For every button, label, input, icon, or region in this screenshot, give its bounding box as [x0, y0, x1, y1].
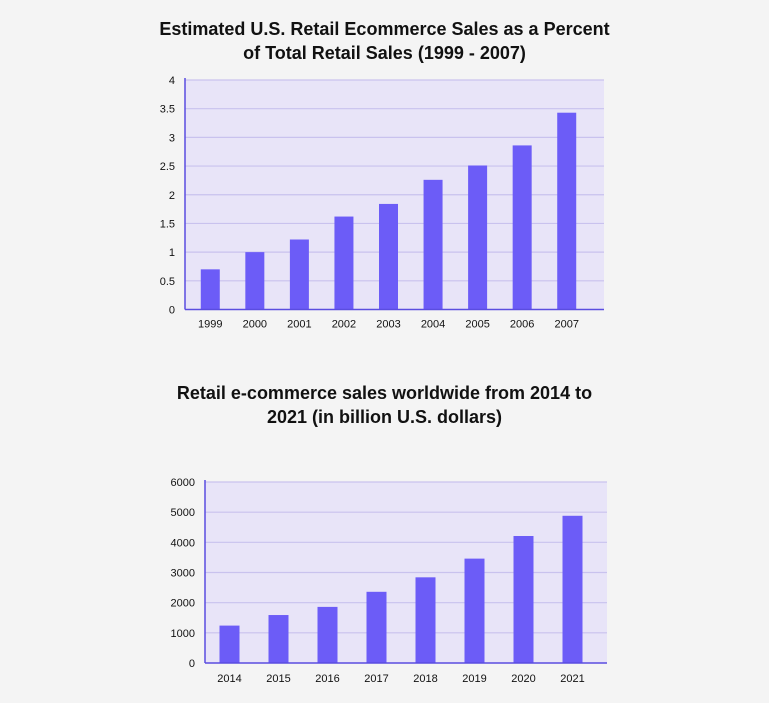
x-tick-label: 2021: [560, 673, 584, 685]
bar: [423, 179, 443, 310]
bar: [379, 203, 398, 310]
bar: [562, 515, 583, 663]
x-tick-label: 2020: [511, 673, 535, 685]
bar: [468, 165, 488, 310]
y-tick-label: 4: [169, 75, 175, 87]
x-tick-label: 2007: [554, 319, 578, 331]
y-tick-label: 3.5: [160, 104, 175, 116]
x-tick-label: 2017: [364, 673, 388, 685]
x-tick-label: 2018: [413, 673, 437, 685]
chart-title-worldwide-ecommerce: Retail e-commerce sales worldwide from 2…: [0, 381, 769, 429]
y-tick-label: 0.5: [160, 276, 175, 288]
x-tick-label: 1999: [198, 319, 222, 331]
y-tick-label: 3: [169, 132, 175, 144]
chart-title-us-ecommerce: Estimated U.S. Retail Ecommerce Sales as…: [0, 17, 769, 65]
y-tick-label: 1: [169, 247, 175, 259]
bar: [513, 535, 534, 663]
y-tick-label: 1000: [171, 628, 195, 640]
y-tick-label: 6000: [171, 477, 195, 489]
bar: [245, 252, 265, 310]
chart-title-line: Retail e-commerce sales worldwide from 2…: [176, 383, 593, 403]
bar: [464, 558, 485, 663]
bar: [512, 145, 532, 310]
x-tick-label: 2014: [217, 673, 241, 685]
x-tick-label: 2001: [287, 319, 311, 331]
y-tick-label: 3000: [171, 568, 195, 580]
y-tick-label: 2.5: [160, 161, 175, 173]
x-tick-label: 2000: [243, 319, 267, 331]
bar: [366, 591, 387, 663]
y-tick-label: 1.5: [160, 218, 175, 230]
x-tick-label: 2015: [266, 673, 290, 685]
bar: [219, 625, 240, 663]
x-tick-label: 2016: [315, 673, 339, 685]
chart-title-line: 2021 (in billion U.S. dollars): [266, 407, 503, 427]
bar: [200, 269, 220, 310]
y-tick-label: 2000: [171, 598, 195, 610]
bar: [557, 112, 577, 310]
y-tick-label: 2: [169, 190, 175, 202]
x-tick-label: 2019: [462, 673, 486, 685]
bar: [317, 606, 338, 663]
bar: [334, 216, 354, 310]
y-tick-label: 0: [169, 305, 175, 317]
x-tick-label: 2002: [332, 319, 356, 331]
x-tick-label: 2003: [376, 319, 400, 331]
x-tick-label: 2004: [421, 319, 445, 331]
y-tick-label: 4000: [171, 537, 195, 549]
x-tick-label: 2005: [465, 319, 489, 331]
bar: [415, 577, 436, 663]
y-tick-label: 0: [189, 658, 195, 670]
bar: [289, 239, 309, 310]
chart-title-line: of Total Retail Sales (1999 - 2007): [243, 43, 526, 63]
chart-title-line: Estimated U.S. Retail Ecommerce Sales as…: [159, 19, 610, 39]
x-tick-label: 2006: [510, 319, 534, 331]
y-tick-label: 5000: [171, 507, 195, 519]
bar: [268, 615, 289, 663]
us-ecommerce-bar-chart: 0 0.5 1 1.5 2 2.5 3 3.5 4 1999 2000 2001 2002 2003 200…: [160, 75, 604, 331]
